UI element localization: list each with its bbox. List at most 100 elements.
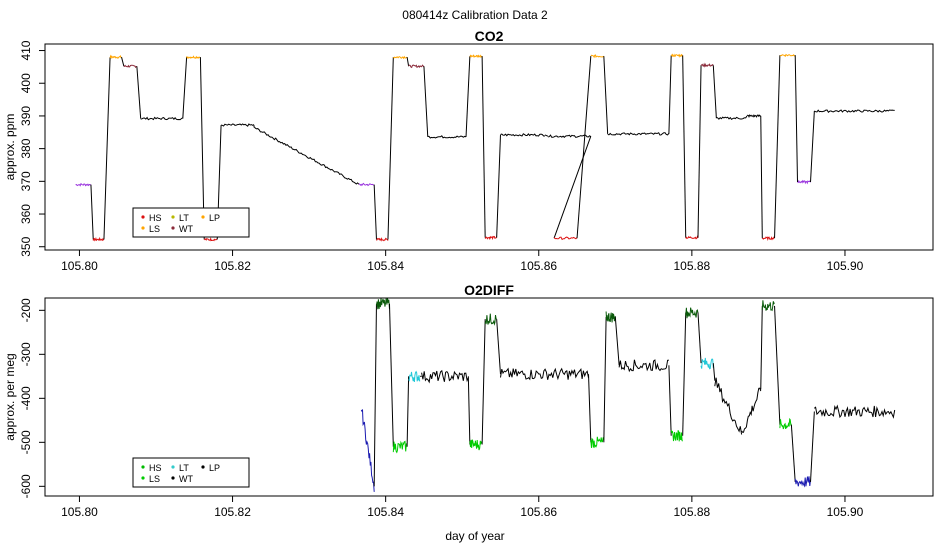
legend-box (132, 207, 250, 238)
data-segment (741, 387, 762, 433)
transition-line (90, 184, 94, 240)
legend-label: LP (209, 213, 220, 223)
data-segment (500, 367, 589, 381)
transition-line (406, 376, 410, 447)
data-segment (553, 236, 578, 241)
y-axis-label: approx. ppm (3, 114, 17, 181)
x-tick-label: 105.80 (61, 259, 98, 273)
data-segment (220, 123, 255, 127)
legend-marker (201, 215, 205, 219)
transition-line (388, 303, 394, 447)
panel-title: O2DIFF (464, 282, 514, 298)
plot-frame (44, 43, 934, 251)
transition-line (423, 66, 429, 137)
data-segment (408, 370, 421, 382)
figure-title: 080414z Calibration Data 2 (402, 8, 548, 22)
x-tick-label: 105.84 (367, 259, 404, 273)
data-segment (140, 116, 184, 121)
transition-line (496, 319, 501, 375)
data-segment (685, 307, 699, 319)
plot-frame (44, 297, 934, 497)
transition-line (481, 56, 486, 238)
legend-marker (171, 476, 175, 480)
transition-line (682, 55, 687, 238)
y-tick-label: 410 (19, 40, 33, 60)
legend: HS LT LP LS WT (132, 457, 250, 488)
transition-line (668, 55, 672, 134)
legend-marker (141, 215, 145, 219)
data-segment (605, 311, 616, 323)
transition-line (496, 134, 501, 238)
data-segment (618, 359, 669, 373)
y-tick-label: 380 (19, 138, 33, 158)
transition-line (790, 424, 796, 482)
legend-marker (171, 215, 175, 219)
legend-box (132, 457, 250, 488)
x-axis-label: day of year (445, 529, 504, 543)
data-segment (814, 109, 895, 113)
legend-label: LP (209, 463, 220, 473)
transition-line (760, 305, 763, 390)
data-segment (590, 436, 605, 449)
data-segment (607, 132, 670, 136)
transition-line (387, 57, 394, 240)
transition-line (810, 411, 815, 482)
legend: HS LT LP LS WT (132, 207, 250, 238)
transition-line (588, 374, 592, 443)
legend-marker (171, 465, 175, 469)
data-segment (794, 476, 811, 488)
y-tick-label: 350 (19, 236, 33, 256)
data-segment (408, 64, 425, 69)
x-tick-label: 105.84 (367, 505, 404, 519)
x-tick-label: 105.90 (827, 259, 864, 273)
x-tick-label: 105.86 (520, 259, 557, 273)
data-segment (670, 53, 684, 58)
data-segment (500, 133, 545, 137)
transition-line (553, 136, 592, 239)
data-segment (714, 377, 743, 435)
transition-line (614, 316, 620, 366)
data-segment (590, 54, 605, 59)
transition-line (182, 57, 188, 119)
x-tick-label: 105.90 (827, 505, 864, 519)
o2diff-panel: O2DIFF approx. per meg 105.80 105.82 105.84 1… (3, 282, 934, 519)
data-segment (547, 134, 592, 138)
x-tick-label: 105.88 (674, 259, 711, 273)
legend-label: HS (149, 213, 162, 223)
data-segment (392, 55, 408, 60)
data-segment (761, 300, 775, 312)
data-segment (779, 53, 796, 57)
transition-line (794, 55, 799, 182)
data-segment (376, 298, 390, 310)
transition-line (576, 56, 592, 239)
y-tick-label: 370 (19, 171, 33, 191)
data-segment (421, 369, 469, 384)
co2-panel: CO2 approx. ppm 105.80 105.82 105.84 105.86 10… (3, 28, 934, 273)
data-segment (427, 135, 467, 139)
legend-marker (141, 465, 145, 469)
transition-line (136, 66, 142, 119)
data-segment (670, 429, 683, 442)
legend-label: LS (149, 474, 160, 484)
transition-line (712, 363, 716, 381)
transition-line (712, 65, 717, 119)
transition-line (406, 56, 410, 67)
data-segment (813, 404, 896, 419)
data-segment (469, 54, 483, 59)
data-segment (746, 114, 762, 119)
data-segment (203, 237, 218, 242)
data-segment (762, 236, 775, 241)
transition-line (682, 312, 687, 436)
data-segment (469, 439, 483, 451)
y-axis-label: approx. per meg (3, 353, 17, 440)
legend-label: LS (149, 224, 160, 234)
panel-title: CO2 (475, 28, 504, 44)
data-segment (253, 126, 360, 185)
transition-line (465, 56, 471, 137)
transition-line (745, 115, 748, 119)
transition-line (697, 65, 702, 238)
transition-line (810, 111, 815, 183)
data-segment (700, 62, 714, 68)
y-tick-label: -500 (19, 430, 33, 454)
